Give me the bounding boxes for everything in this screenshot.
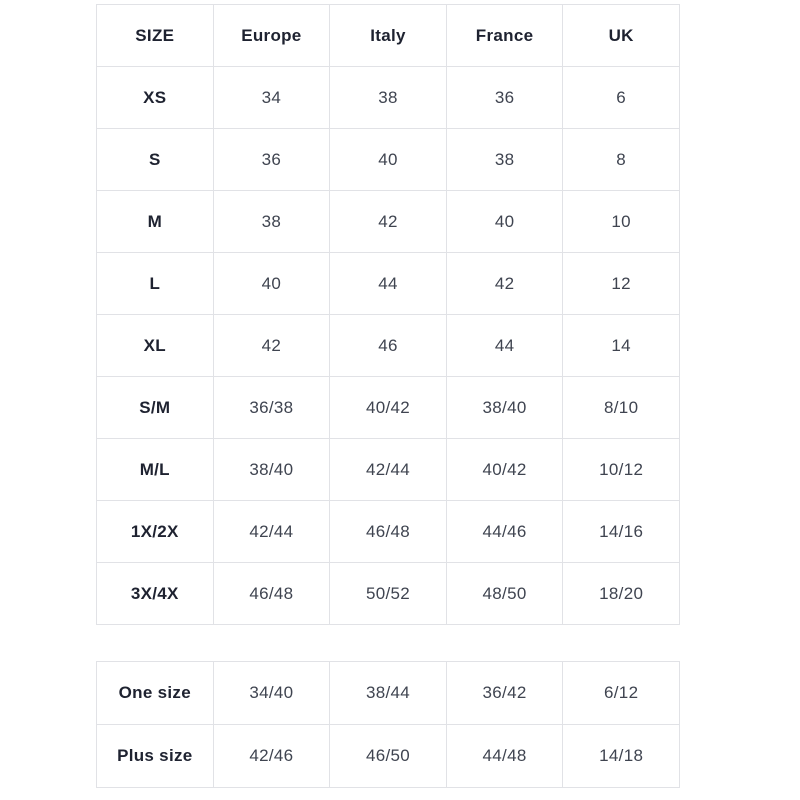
size-label-cell: XS (96, 66, 214, 129)
header-cell-size: SIZE (96, 4, 214, 67)
header-row: SIZE Europe Italy France UK (96, 4, 680, 67)
size-label-cell: 3X/4X (96, 562, 214, 625)
value-cell-italy: 46/48 (329, 500, 447, 563)
tables-divider-gap (96, 625, 680, 661)
table-row-l: L 40 44 42 12 (96, 252, 680, 315)
size-label-cell: 1X/2X (96, 500, 214, 563)
size-conversion-table: SIZE Europe Italy France UK XS 34 38 36 … (96, 4, 680, 625)
value-cell-italy: 44 (329, 252, 447, 315)
size-label-cell: M/L (96, 438, 214, 501)
value-cell-europe: 34 (212, 66, 331, 129)
value-cell-europe: 38 (212, 190, 331, 253)
value-cell-europe: 36/38 (212, 376, 331, 439)
size-label-cell: L (96, 252, 214, 315)
header-cell-france: France (445, 4, 564, 67)
value-cell-france: 38 (445, 128, 564, 191)
table-row-plus-size: Plus size 42/46 46/50 44/48 14/18 (96, 724, 680, 788)
value-cell-europe: 42/46 (212, 724, 331, 788)
value-cell-uk: 12 (562, 252, 680, 315)
value-cell-europe: 40 (212, 252, 331, 315)
value-cell-uk: 10/12 (562, 438, 680, 501)
value-cell-france: 48/50 (445, 562, 564, 625)
value-cell-france: 40/42 (445, 438, 564, 501)
table-row-sm: S/M 36/38 40/42 38/40 8/10 (96, 376, 680, 439)
value-cell-france: 44/48 (445, 724, 564, 788)
value-cell-france: 44/46 (445, 500, 564, 563)
value-cell-france: 42 (445, 252, 564, 315)
value-cell-europe: 36 (212, 128, 331, 191)
table-row-ml: M/L 38/40 42/44 40/42 10/12 (96, 438, 680, 501)
value-cell-france: 38/40 (445, 376, 564, 439)
value-cell-uk: 10 (562, 190, 680, 253)
size-label-cell: Plus size (96, 724, 214, 788)
header-cell-italy: Italy (329, 4, 447, 67)
value-cell-italy: 46 (329, 314, 447, 377)
table-row-s: S 36 40 38 8 (96, 128, 680, 191)
value-cell-uk: 14 (562, 314, 680, 377)
header-cell-europe: Europe (212, 4, 331, 67)
table-row-m: M 38 42 40 10 (96, 190, 680, 253)
table-row-1x2x: 1X/2X 42/44 46/48 44/46 14/16 (96, 500, 680, 563)
size-label-cell: S (96, 128, 214, 191)
value-cell-france: 44 (445, 314, 564, 377)
value-cell-uk: 6/12 (562, 661, 680, 725)
table-row-one-size: One size 34/40 38/44 36/42 6/12 (96, 661, 680, 725)
value-cell-italy: 50/52 (329, 562, 447, 625)
size-label-cell: One size (96, 661, 214, 725)
value-cell-uk: 8/10 (562, 376, 680, 439)
value-cell-italy: 42/44 (329, 438, 447, 501)
tables-container: SIZE Europe Italy France UK XS 34 38 36 … (96, 4, 680, 788)
value-cell-uk: 8 (562, 128, 680, 191)
size-label-cell: XL (96, 314, 214, 377)
value-cell-uk: 14/18 (562, 724, 680, 788)
special-sizes-table: One size 34/40 38/44 36/42 6/12 Plus siz… (96, 661, 680, 788)
table-row-xl: XL 42 46 44 14 (96, 314, 680, 377)
value-cell-italy: 40/42 (329, 376, 447, 439)
value-cell-italy: 38/44 (329, 661, 447, 725)
size-label-cell: M (96, 190, 214, 253)
value-cell-uk: 14/16 (562, 500, 680, 563)
value-cell-italy: 40 (329, 128, 447, 191)
value-cell-europe: 42 (212, 314, 331, 377)
value-cell-europe: 38/40 (212, 438, 331, 501)
table-row-xs: XS 34 38 36 6 (96, 66, 680, 129)
value-cell-france: 40 (445, 190, 564, 253)
value-cell-europe: 34/40 (212, 661, 331, 725)
value-cell-europe: 46/48 (212, 562, 331, 625)
value-cell-france: 36 (445, 66, 564, 129)
value-cell-uk: 6 (562, 66, 680, 129)
value-cell-uk: 18/20 (562, 562, 680, 625)
size-label-cell: S/M (96, 376, 214, 439)
value-cell-italy: 38 (329, 66, 447, 129)
value-cell-france: 36/42 (445, 661, 564, 725)
table-row-3x4x: 3X/4X 46/48 50/52 48/50 18/20 (96, 562, 680, 625)
value-cell-italy: 42 (329, 190, 447, 253)
value-cell-italy: 46/50 (329, 724, 447, 788)
value-cell-europe: 42/44 (212, 500, 331, 563)
header-cell-uk: UK (562, 4, 680, 67)
